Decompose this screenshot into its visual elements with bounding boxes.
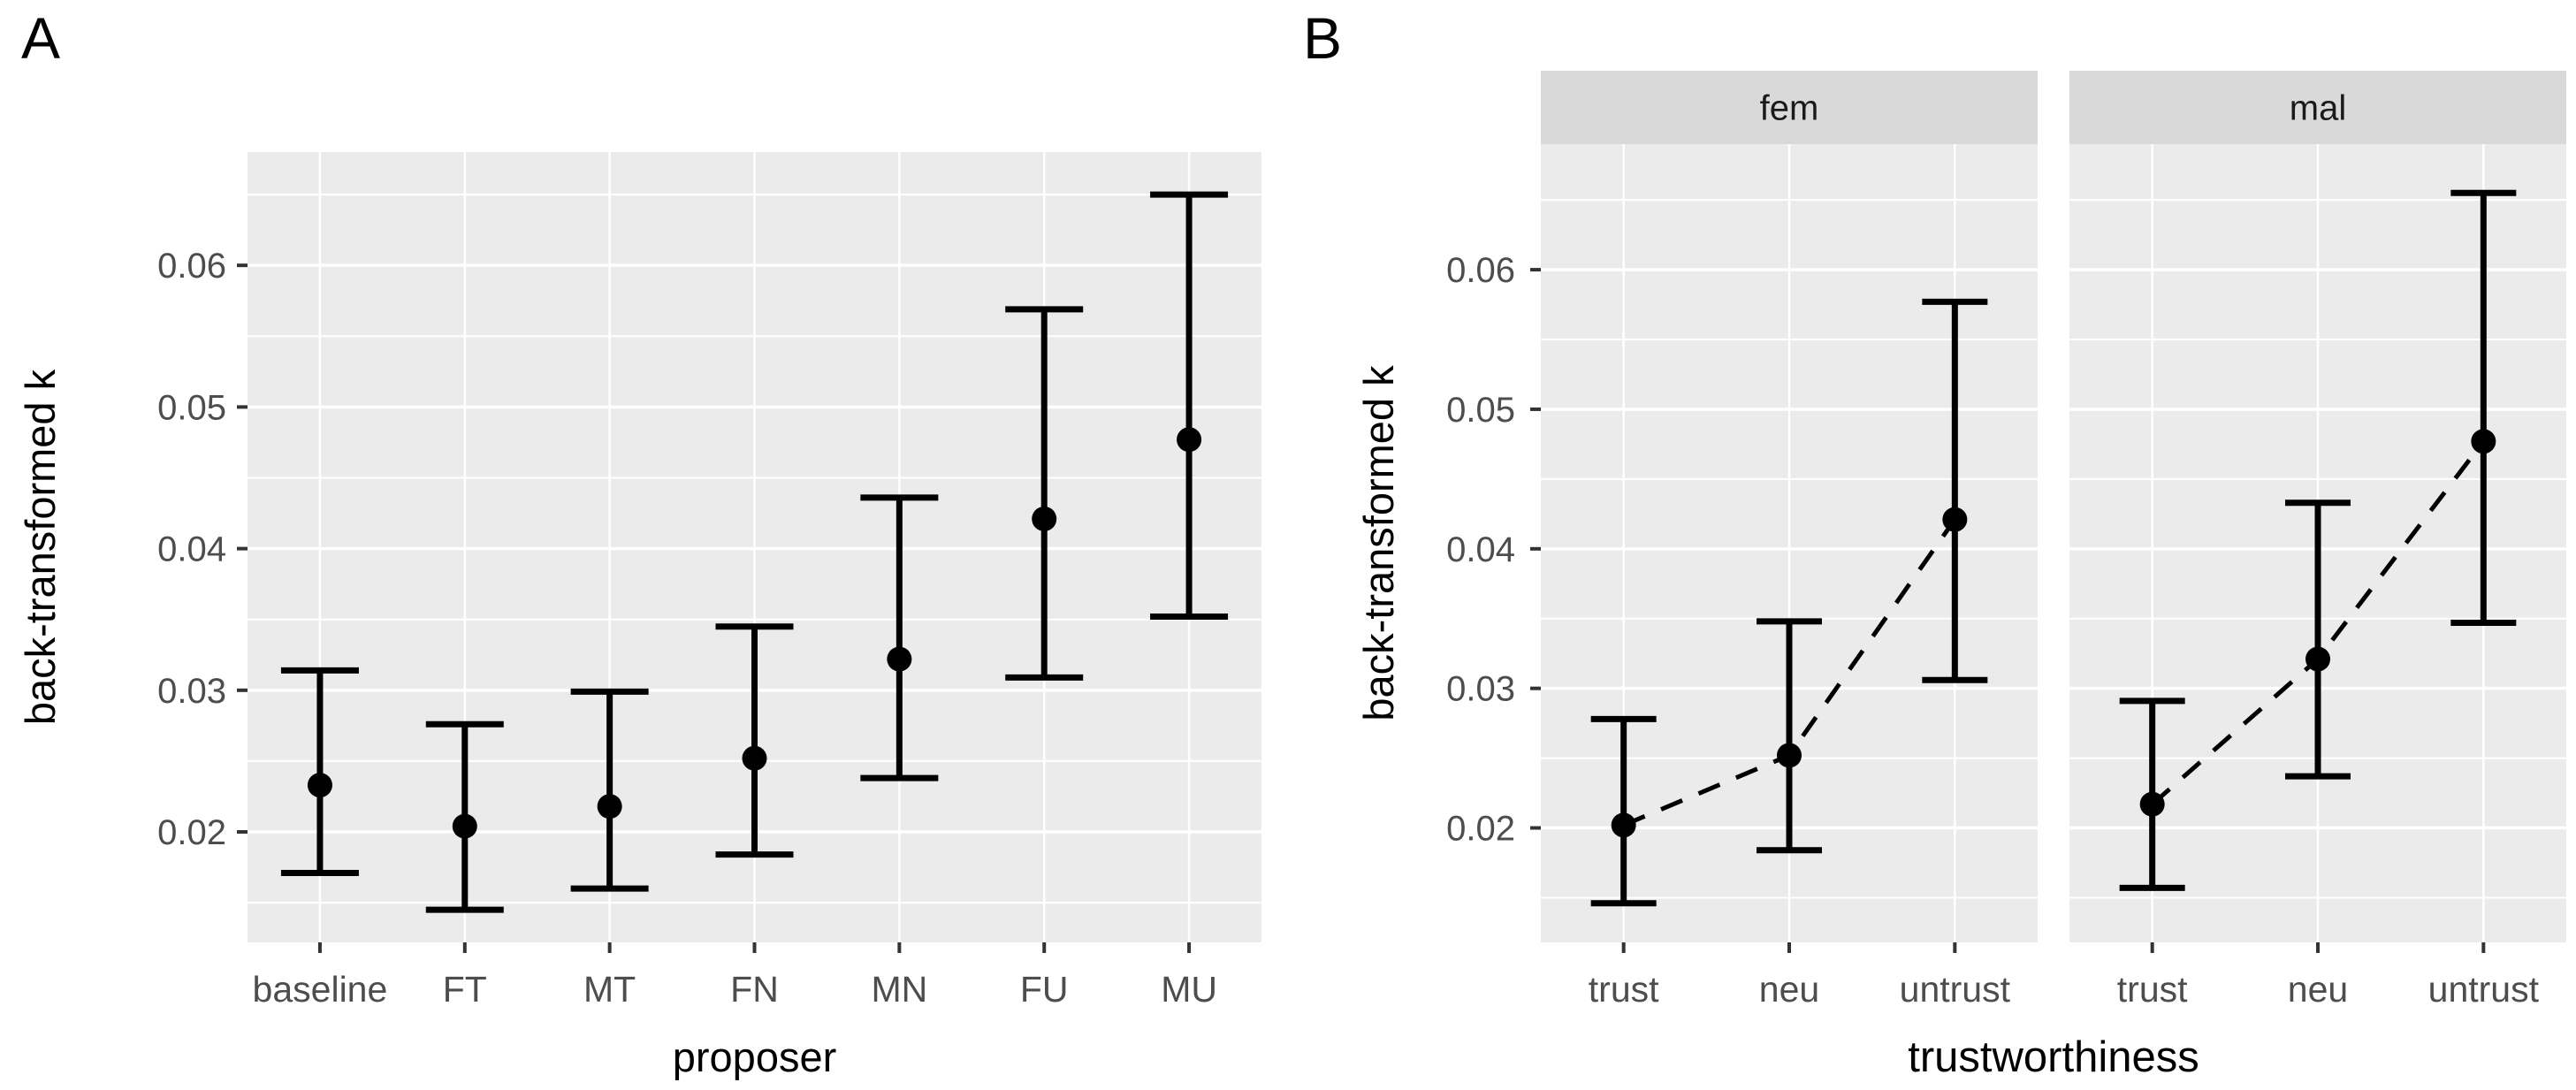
point-estimate <box>2471 429 2496 454</box>
point-estimate <box>307 773 332 798</box>
point-estimate <box>1177 427 1202 453</box>
y-axis-title: back-transformed k <box>1355 365 1402 721</box>
x-tick-label: trust <box>1589 969 1659 1010</box>
point-estimate <box>1611 812 1636 838</box>
x-tick-label: FN <box>730 969 779 1010</box>
point-estimate <box>1777 743 1802 768</box>
y-tick-label: 0.05 <box>1446 391 1515 430</box>
y-tick-label: 0.05 <box>157 388 226 427</box>
x-tick-label: baseline <box>253 969 388 1010</box>
y-tick-label: 0.03 <box>157 672 226 711</box>
y-tick-label: 0.06 <box>157 247 226 286</box>
x-tick-label: neu <box>1759 969 1819 1010</box>
x-tick-label: untrust <box>2428 969 2540 1010</box>
point-estimate <box>1942 507 1968 532</box>
x-axis-title: trustworthiness <box>1908 1033 2199 1081</box>
panel-b-chart: fem trust neu untrust mal trust neu untrust 0.02… <box>1355 71 2566 1081</box>
point-estimate <box>597 794 622 819</box>
point-estimate <box>742 745 767 771</box>
panel-a-chart: baseline FT MT FN MN FU MU 0.02 0.03 0.04 0.05 0.06… <box>17 152 1261 1080</box>
point-estimate <box>887 646 912 672</box>
facet-strip <box>1541 71 2038 144</box>
y-tick-label: 0.04 <box>1446 530 1515 569</box>
y-axis-title: back-transformed k <box>17 369 64 725</box>
x-tick-label: FU <box>1020 969 1069 1010</box>
x-tick-label: MN <box>871 969 927 1010</box>
y-tick-label: 0.03 <box>1446 670 1515 709</box>
x-tick-label: neu <box>2288 969 2348 1010</box>
y-tick-label: 0.04 <box>157 530 226 569</box>
y-tick-label: 0.02 <box>157 813 226 852</box>
x-tick-label: MU <box>1161 969 1217 1010</box>
x-axis-title: proposer <box>673 1033 837 1080</box>
point-estimate <box>2139 791 2165 817</box>
x-tick-label: trust <box>2117 969 2188 1010</box>
facet-strip <box>2069 71 2566 144</box>
point-estimate <box>452 813 477 839</box>
x-tick-label: FT <box>443 969 487 1010</box>
y-tick-label: 0.02 <box>1446 810 1515 849</box>
point-estimate <box>1032 506 1057 531</box>
facet-strip-label: mal <box>2290 89 2346 128</box>
x-tick-label: MT <box>583 969 636 1010</box>
x-tick-label: untrust <box>1900 969 2011 1010</box>
panel-a-label: A <box>21 5 61 71</box>
facet-strip-label: fem <box>1760 89 1819 128</box>
y-tick-label: 0.06 <box>1446 251 1515 290</box>
point-estimate <box>2305 646 2330 672</box>
panel-b-label: B <box>1303 5 1343 71</box>
